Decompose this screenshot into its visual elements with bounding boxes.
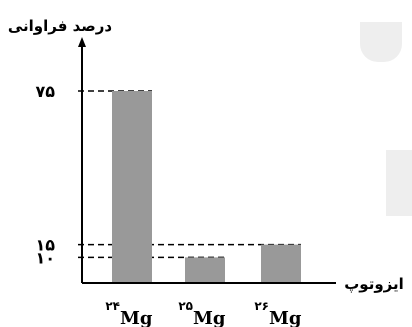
bar-1 xyxy=(185,257,225,283)
x-tick-symbol-2: Mg xyxy=(269,308,302,327)
x-tick-mass-1: ۲۵ xyxy=(178,299,193,313)
x-tick-symbol-0: Mg xyxy=(120,308,153,327)
x-tick-mass-0: ۲۴ xyxy=(105,299,120,313)
y-tick-label-2: ۱۰ xyxy=(35,248,55,267)
y-tick-label-0: ۷۵ xyxy=(35,82,55,101)
bar-0 xyxy=(112,91,152,283)
y-axis-title: درصد فراوانی xyxy=(8,17,113,35)
x-axis-title: ایزوتوپ xyxy=(344,275,404,293)
watermark-top xyxy=(360,22,402,62)
y-tick-label-1: ۱۵ xyxy=(35,236,55,255)
watermark-bottom xyxy=(386,150,412,216)
x-tick-symbol-1: Mg xyxy=(193,308,226,327)
x-tick-mass-2: ۲۶ xyxy=(254,299,269,313)
bars xyxy=(112,91,301,283)
y-axis-arrow xyxy=(78,37,86,47)
guide-lines xyxy=(78,90,301,259)
bar-2 xyxy=(261,244,301,283)
